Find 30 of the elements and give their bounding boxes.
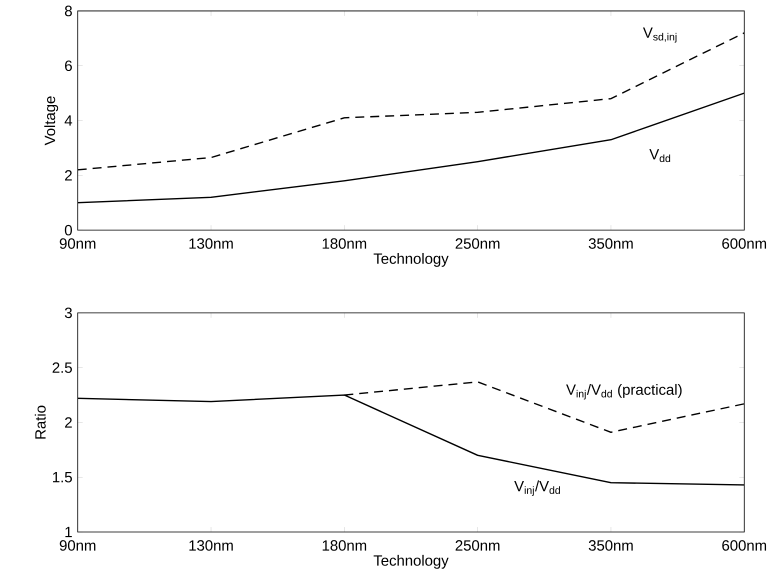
series-label: V$_{dd}$ xyxy=(649,149,670,162)
x-tick-label: 180nm xyxy=(322,540,366,551)
x-tick-label: 90nm xyxy=(60,238,96,249)
series-label: V$_{sd,inj}$ xyxy=(642,28,676,43)
y-axis-title: Ratio xyxy=(34,406,46,439)
y-tick-label: 8 xyxy=(64,6,72,16)
x-tick-label: 250nm xyxy=(456,238,500,249)
x-tick-label: 180nm xyxy=(322,238,366,249)
series-label: V$_{inj}$/V$_{dd}$ (practical) xyxy=(566,384,682,400)
x-tick-label: 130nm xyxy=(189,540,233,551)
y-tick-label: 1.5 xyxy=(52,472,72,482)
series-label: V$_{inj}$/V$_{dd}$ xyxy=(514,480,560,496)
x-tick-label: 250nm xyxy=(456,540,500,551)
x-tick-label: 600nm xyxy=(722,540,766,551)
x-tick-label: 90nm xyxy=(60,540,96,551)
x-axis-title: Technology xyxy=(374,554,449,569)
x-tick-label: 350nm xyxy=(588,540,633,551)
x-tick-label: 130nm xyxy=(189,238,233,249)
y-tick-label: 1 xyxy=(65,526,72,538)
y-tick-label: 0 xyxy=(64,224,72,236)
x-axis-title: Technology xyxy=(374,253,449,267)
y-tick-label: 2.5 xyxy=(52,362,72,373)
y-tick-label: 6 xyxy=(65,60,72,72)
y-axis-title: Voltage xyxy=(44,96,58,146)
y-tick-label: 2 xyxy=(65,170,72,181)
y-tick-label: 3 xyxy=(64,308,72,318)
y-tick-label: 2 xyxy=(65,417,72,428)
x-tick-label: 600nm xyxy=(722,238,766,249)
y-tick-label: 4 xyxy=(64,116,72,126)
x-tick-label: 350nm xyxy=(588,238,633,249)
